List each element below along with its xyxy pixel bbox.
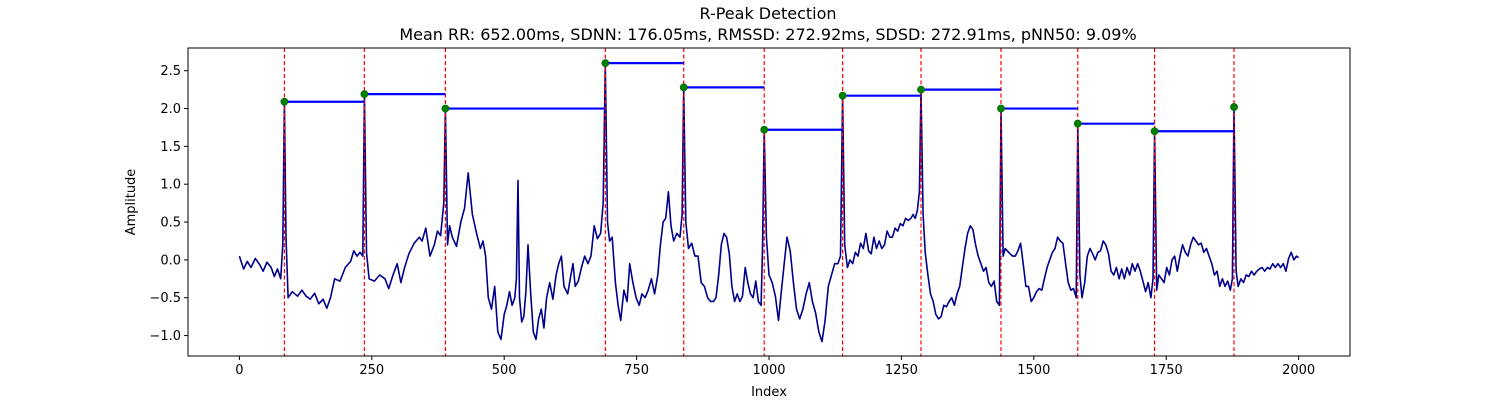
x-tick-label-0: 0 [235,363,243,378]
x-tick-label-1: 250 [359,363,384,378]
y-tick-label-7: 2.5 [160,64,181,79]
x-tick-label-5: 1250 [885,363,918,378]
y-axis: −1.0 −0.5 0.0 0.5 1.0 1.5 2.0 2.5 [149,64,188,344]
plot-area [238,48,1300,356]
y-tick-label-3: 0.5 [160,216,181,231]
peak-marker-11 [1230,103,1238,111]
x-axis-label: Index [751,385,787,400]
peak-marker-0 [280,97,289,106]
peak-marker-5 [760,125,769,134]
x-tick-label-7: 1750 [1150,363,1183,378]
peak-marker-2 [441,104,450,113]
chart-subtitle: Mean RR: 652.00ms, SDNN: 176.05ms, RMSSD… [399,25,1136,44]
x-tick-label-6: 1500 [1017,363,1050,378]
y-tick-label-5: 1.5 [160,140,181,155]
x-tick-label-4: 1000 [752,363,785,378]
chart-title: R-Peak Detection [699,4,836,23]
x-tick-label-8: 2000 [1282,363,1315,378]
peak-marker-9 [1073,119,1082,128]
y-tick-label-4: 1.0 [160,178,181,193]
peak-marker-3 [601,59,610,68]
y-tick-label-2: 0.0 [160,253,181,268]
y-tick-label-6: 2.0 [160,102,181,117]
peak-marker-8 [997,104,1005,113]
peak-marker-1 [360,90,369,99]
y-tick-label-0: −1.0 [149,329,181,344]
x-axis: 0 250 500 750 1000 1250 1500 1750 2000 [235,356,1315,378]
peak-marker-7 [917,85,925,94]
peak-marker-4 [679,83,688,92]
peak-marker-10 [1150,127,1159,136]
x-tick-label-2: 500 [492,363,517,378]
signal-line [238,62,1300,343]
y-tick-label-1: −0.5 [149,291,181,306]
peak-marker-6 [838,91,847,100]
y-axis-label: Amplitude [124,169,139,236]
x-tick-label-3: 750 [624,363,649,378]
